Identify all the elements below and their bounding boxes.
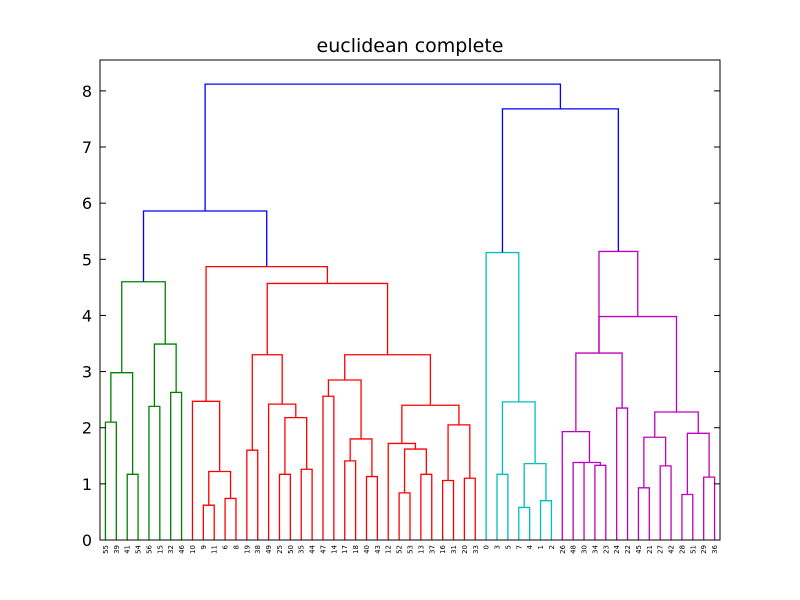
dendrogram-link bbox=[251, 354, 283, 451]
dendrogram-link bbox=[110, 372, 134, 475]
dendrogram-link bbox=[703, 476, 716, 540]
y-tick-label: 1 bbox=[82, 475, 92, 494]
chart-title: euclidean complete bbox=[317, 35, 504, 57]
leaf-label: 23 bbox=[602, 545, 610, 554]
dendrogram-link bbox=[322, 395, 335, 540]
dendrogram-link bbox=[420, 473, 433, 540]
leaf-label: 24 bbox=[613, 544, 621, 553]
y-tick-label: 2 bbox=[82, 419, 92, 438]
leaf-label: 26 bbox=[559, 544, 567, 553]
dendrogram-link bbox=[659, 465, 672, 540]
leaf-label: 19 bbox=[243, 545, 251, 554]
leaf-label: 27 bbox=[657, 545, 665, 554]
leaf-label: 17 bbox=[341, 545, 349, 554]
dendrogram-link bbox=[403, 448, 427, 493]
leaf-label: 56 bbox=[145, 544, 153, 553]
dendrogram-link bbox=[344, 354, 432, 406]
leaf-label: 43 bbox=[374, 545, 382, 554]
leaf-label: 20 bbox=[461, 545, 469, 554]
leaf-label: 4 bbox=[526, 544, 534, 549]
dendrogram-link bbox=[575, 352, 623, 432]
leaf-label: 40 bbox=[363, 545, 371, 554]
leaf-label: 55 bbox=[102, 545, 110, 554]
leaf-label: 29 bbox=[700, 545, 708, 554]
leaf-label: 5 bbox=[504, 545, 512, 549]
leaf-label: 22 bbox=[624, 545, 632, 554]
dendrogram-link bbox=[463, 477, 476, 540]
dendrogram-links bbox=[104, 83, 716, 540]
leaf-label: 11 bbox=[211, 545, 219, 554]
y-tick-label: 3 bbox=[82, 363, 92, 382]
leaf-label: 33 bbox=[472, 545, 480, 554]
leaf-label: 34 bbox=[591, 544, 599, 553]
leaf-label: 42 bbox=[668, 545, 676, 554]
dendrogram-link bbox=[170, 391, 183, 540]
leaf-label: 41 bbox=[124, 545, 132, 554]
y-tick-label: 5 bbox=[82, 250, 92, 269]
leaf-label: 32 bbox=[167, 545, 175, 554]
y-tick-label: 4 bbox=[82, 306, 92, 325]
leaf-label: 18 bbox=[352, 545, 360, 554]
leaf-label: 46 bbox=[178, 544, 186, 553]
dendrogram-link bbox=[204, 83, 562, 212]
leaf-label: 16 bbox=[439, 544, 447, 553]
leaf-label: 37 bbox=[428, 545, 436, 554]
leaf-label: 21 bbox=[646, 545, 654, 554]
dendrogram-link bbox=[126, 473, 139, 540]
dendrogram-link bbox=[598, 250, 639, 354]
leaf-label: 38 bbox=[254, 545, 262, 554]
dendrogram-link bbox=[518, 506, 531, 540]
dendrogram-link bbox=[148, 405, 161, 540]
y-tick-label: 7 bbox=[82, 138, 92, 157]
leaf-label: 39 bbox=[113, 545, 121, 554]
leaf-label: 12 bbox=[385, 545, 393, 554]
leaf-label: 51 bbox=[689, 545, 697, 554]
leaf-label: 31 bbox=[450, 545, 458, 554]
leaf-label: 7 bbox=[515, 545, 523, 549]
leaf-label: 50 bbox=[287, 545, 295, 554]
leaf-label: 45 bbox=[635, 545, 643, 554]
leaf-label: 30 bbox=[581, 545, 589, 554]
leaf-label: 0 bbox=[483, 545, 491, 549]
leaf-label: 2 bbox=[548, 545, 556, 549]
leaf-label: 36 bbox=[711, 544, 719, 553]
leaf-label: 44 bbox=[309, 544, 317, 553]
y-tick-label: 8 bbox=[82, 82, 92, 101]
leaf-label: 52 bbox=[396, 545, 404, 554]
dendrogram-link bbox=[496, 473, 509, 540]
leaf-label: 8 bbox=[232, 545, 240, 549]
x-axis: 55 39 41 54 56 15 32 46 10 9 11 6 8 19 38 49 25 50 35 44 47 1… bbox=[102, 544, 719, 553]
plot-frame bbox=[99, 59, 721, 541]
leaf-label: 14 bbox=[330, 544, 338, 553]
leaf-label: 1 bbox=[537, 545, 545, 549]
leaf-label: 47 bbox=[319, 545, 327, 554]
dendrogram-link bbox=[539, 500, 553, 540]
leaf-label: 9 bbox=[200, 545, 208, 549]
dendrogram-link bbox=[278, 473, 292, 540]
y-tick-label: 6 bbox=[82, 194, 92, 213]
dendrogram-link bbox=[142, 210, 268, 282]
leaf-label: 28 bbox=[678, 545, 686, 554]
leaf-label: 25 bbox=[276, 545, 284, 554]
leaf-label: 54 bbox=[135, 544, 143, 553]
leaf-label: 13 bbox=[417, 545, 425, 554]
leaf-label: 48 bbox=[570, 545, 578, 554]
leaf-label: 10 bbox=[189, 545, 197, 554]
y-tick-label: 0 bbox=[82, 531, 92, 550]
leaf-label: 6 bbox=[222, 544, 230, 549]
dendrogram-link bbox=[501, 401, 536, 475]
leaf-label: 35 bbox=[298, 545, 306, 554]
dendrogram-link bbox=[266, 282, 389, 355]
leaf-label: 49 bbox=[265, 545, 273, 554]
leaf-label: 15 bbox=[156, 545, 164, 554]
dendrogram-link bbox=[578, 461, 602, 466]
leaf-label: 3 bbox=[494, 545, 502, 549]
dendrogram-link bbox=[387, 442, 417, 540]
leaf-label: 53 bbox=[407, 545, 415, 554]
dendrogram-link bbox=[208, 470, 232, 506]
